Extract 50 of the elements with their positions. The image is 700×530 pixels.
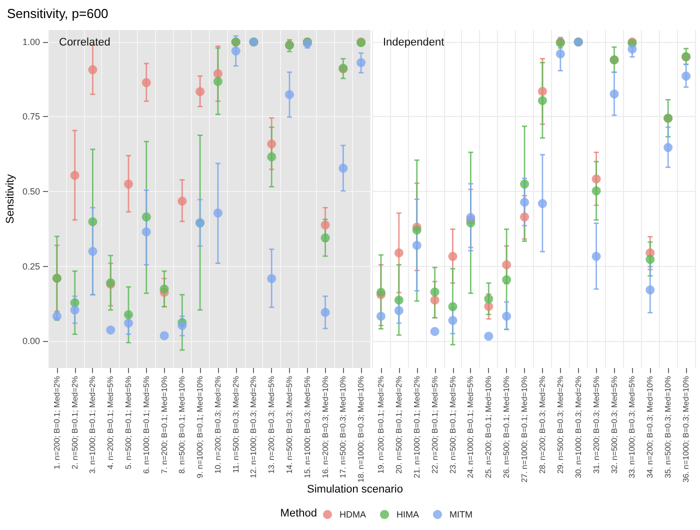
- x-tick-label: 21. n=1000; B=0.1; Med=2%: [412, 376, 422, 478]
- chart-title: Sensitivity, p=600: [7, 6, 108, 21]
- text: Correlated: [59, 36, 110, 48]
- x-tick-label: 7. n=200; B=0.1; Med=10%: [160, 376, 169, 474]
- x-tick-label: 19. n=200; B=0.1; Med=2%: [376, 376, 386, 474]
- x-tick-label: 29. n=500; B=0.3; Med=2%: [556, 376, 565, 474]
- legend-label: HIMA: [396, 510, 419, 520]
- x-tick-label: 34. n=200; B=0.3; Med=10%: [646, 376, 655, 478]
- x-tick-label: 20. n=500; B=0.1; Med=2%: [394, 376, 404, 474]
- x-tick-label: 27. n=1000; B=0.1; Med=10%: [520, 376, 530, 483]
- x-tick-label: 26. n=500; B=0.1; Med=10%: [502, 376, 512, 478]
- x-tick-label: 15. n=1000; B=0.3; Med=5%: [302, 376, 312, 478]
- x-axis-title: Simulation scenario: [307, 484, 403, 496]
- x-tick-label: 5. n=500; B=0.1; Med=5%: [124, 376, 133, 470]
- x-tick-label: 36. n=1000; B=0.3; Med=10%: [682, 376, 691, 483]
- x-tick-label: 13. n=200; B=0.3; Med=5%: [267, 376, 276, 474]
- x-tick-label: 17. n=500; B=0.3; Med=10%: [338, 376, 348, 478]
- x-tick-label: 14. n=500; B=0.3; Med=5%: [285, 376, 294, 474]
- x-tick-label: 11. n=500; B=0.3; Med=2%: [231, 376, 240, 474]
- x-tick-label: 12. n=1000; B=0.3; Med=2%: [249, 376, 258, 478]
- x-tick-label: 18. n=1000; B=0.3; Med=10%: [356, 376, 366, 483]
- y-axis-title: Sensitivity: [4, 174, 16, 224]
- x-tick-label: 8. n=500; B=0.1; Med=10%: [178, 376, 187, 474]
- x-tick-label: 28. n=200; B=0.3; Med=2%: [538, 376, 547, 474]
- x-tick-label: 6. n=1000; B=0.1; Med=5%: [142, 376, 151, 474]
- x-tick-label: 10. n=200; B=0.3; Med=2%: [213, 376, 222, 474]
- x-tick-label: 33. n=1000; B=0.3; Med=5%: [628, 376, 637, 478]
- legend-label: HDMA: [340, 510, 366, 520]
- x-tick-label: 30. n=1000; B=0.3; Med=2%: [574, 376, 583, 478]
- x-tick-label: 16. n=200; B=0.3; Med=10%: [320, 376, 330, 478]
- legend-label: MITM: [450, 510, 472, 520]
- x-tick-label: 25. n=200; B=0.1; Med=10%: [484, 376, 494, 478]
- y-tick-label: 0.25: [22, 261, 40, 272]
- x-tick-label: 31. n=200; B=0.3; Med=5%: [592, 376, 601, 474]
- x-tick-label: 4. n=200; B=0.1; Med=5%: [106, 376, 116, 470]
- y-tick-label: 0.50: [22, 186, 40, 197]
- x-tick-label: 35. n=500; B=0.3; Med=10%: [664, 376, 673, 478]
- x-tick-label: 24. n=1000; B=0.1; Med=5%: [466, 376, 476, 478]
- y-tick-label: 0.75: [22, 112, 40, 122]
- x-tick-label: 22. n=200; B=0.1; Med=5%: [430, 376, 440, 474]
- legend-title: Method: [280, 508, 317, 520]
- x-tick-label: 3. n=1000; B=0.1; Med=2%: [88, 376, 98, 474]
- text: Independent: [383, 36, 444, 48]
- x-tick-label: 9. n=1000; B=0.1; Med=10%: [196, 376, 205, 478]
- x-tick-label: 2. n=500; B=0.1; Med=2%: [70, 376, 80, 470]
- x-tick-label: 23. n=500; B=0.1; Med=5%: [448, 376, 458, 474]
- x-tick-label: 32. n=500; B=0.3; Med=5%: [610, 376, 619, 474]
- x-tick-label: 1. n=200; B=0.1; Med=2%: [52, 376, 62, 470]
- y-tick-label: 1.00: [22, 36, 40, 47]
- y-tick-label: 0.00: [22, 336, 40, 346]
